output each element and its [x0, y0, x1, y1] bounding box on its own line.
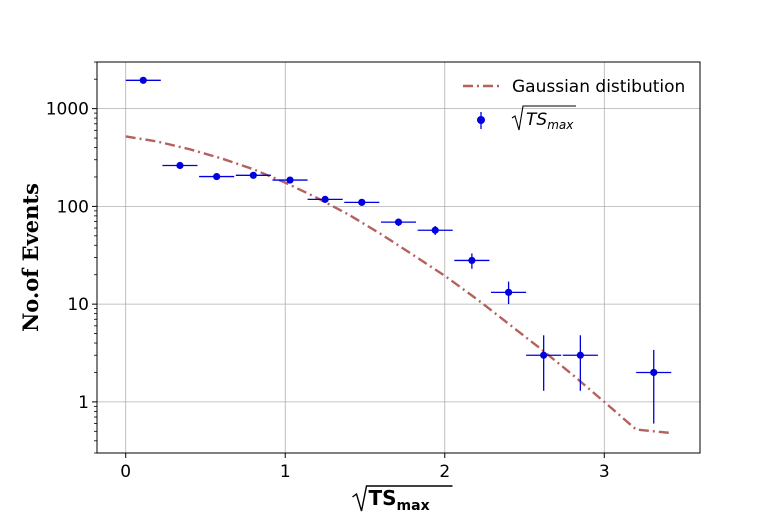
data-point-marker: [650, 368, 658, 377]
data-point: [491, 281, 527, 305]
y-tick-label: 1: [78, 393, 89, 413]
x-axis-label-base: TS: [369, 486, 397, 510]
y-tick-label: 1000: [46, 100, 89, 120]
data-point: [272, 176, 308, 184]
data-point-marker: [176, 161, 184, 170]
data-point-marker: [431, 226, 439, 234]
data-point-marker: [321, 195, 329, 203]
data-point-marker: [139, 76, 147, 84]
grid-lines: [97, 62, 700, 453]
y-tick-label: 100: [57, 197, 89, 217]
legend-points-label-subscript: max: [547, 118, 574, 132]
data-point: [562, 335, 598, 391]
x-axis-label-text: TSmax: [369, 486, 430, 514]
data-point: [162, 161, 198, 170]
x-tick-label: 3: [599, 462, 610, 482]
data-point-marker: [504, 288, 513, 296]
y-ticks: 1 10 100 1000: [46, 61, 97, 454]
data-point-marker: [249, 171, 257, 179]
x-axis-label-sqrt-sign: [352, 485, 453, 512]
legend-points-label-base: TS: [526, 110, 547, 130]
plot-frame: [96, 61, 701, 454]
x-axis-label: TSmax: [352, 485, 453, 514]
legend-points-swatch-dot: [477, 116, 485, 124]
data-point-marker: [540, 351, 548, 359]
gaussian-curve: [125, 135, 672, 435]
data-point: [125, 76, 161, 84]
data-point-marker: [468, 256, 476, 265]
data-point: [417, 226, 453, 235]
data-point-marker: [213, 172, 221, 181]
x-tick-label: 1: [280, 462, 291, 482]
x-tick-label: 2: [439, 462, 450, 482]
data-points-layer: [125, 76, 672, 424]
legend-gaussian-label: Gaussian distibution: [512, 77, 685, 97]
data-point-marker: [286, 176, 294, 184]
y-axis-label: No.of Events: [18, 183, 43, 332]
x-tick-label: 0: [120, 462, 131, 482]
x-axis-label-subscript: max: [397, 498, 430, 514]
data-point: [526, 335, 562, 391]
data-point-marker: [394, 218, 403, 226]
data-point-marker: [576, 351, 584, 359]
data-point: [199, 172, 235, 181]
data-point-marker: [358, 198, 366, 206]
data-point: [380, 218, 417, 227]
data-point: [454, 253, 490, 269]
legend: Gaussian distibution TSmax: [463, 77, 685, 132]
gaussian-curve-layer: [125, 135, 672, 435]
data-point: [307, 195, 343, 203]
data-point: [235, 171, 271, 179]
data-point: [344, 198, 380, 206]
x-ticks: 0 1 2 3: [120, 453, 610, 482]
legend-points-swatch: [477, 112, 485, 129]
data-point: [636, 349, 672, 424]
y-tick-label: 10: [67, 295, 89, 315]
legend-points-sqrt-sign: [511, 105, 576, 131]
legend-points-label: TSmax: [526, 110, 574, 132]
